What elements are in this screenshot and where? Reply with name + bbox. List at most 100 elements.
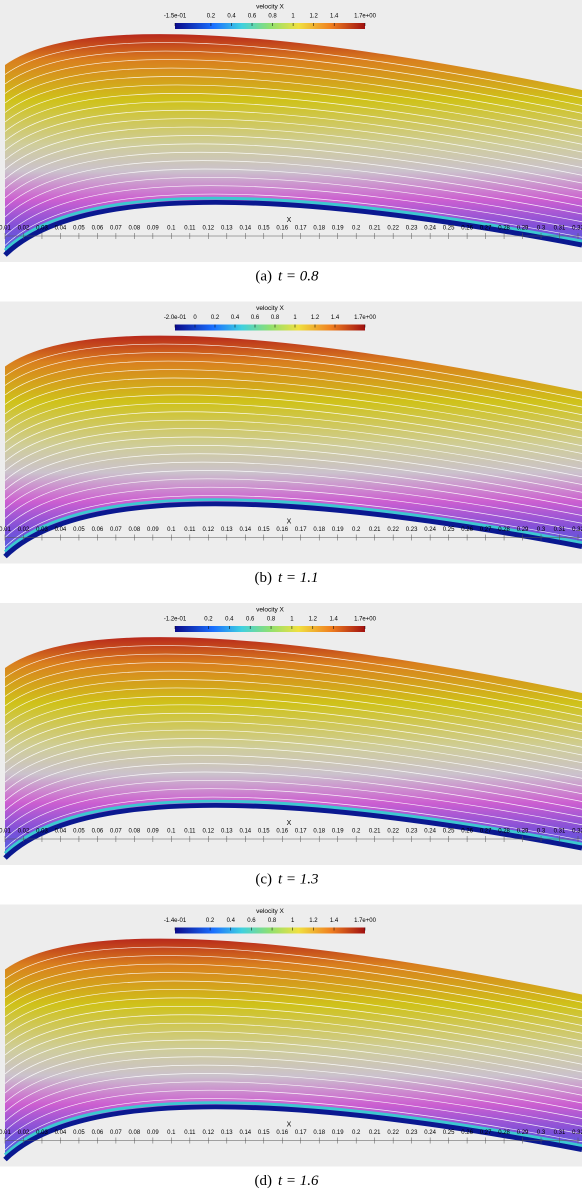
x-tick-label: 0.22	[387, 829, 399, 835]
colorbar-tick-label: -1.2e-01	[164, 617, 187, 623]
x-tick-label: 0.23	[406, 226, 418, 232]
x-tick-label: 0.31	[554, 527, 566, 533]
x-tick-label: 0.07	[110, 226, 122, 232]
streamline	[4, 109, 582, 161]
x-tick-label: 0.09	[147, 829, 159, 835]
x-tick-label: 0.11	[184, 527, 196, 533]
x-tick-label: 0.24	[424, 226, 436, 232]
caption-time: t = 1.3	[278, 871, 319, 887]
colorbar-tick-label: 1.2	[309, 918, 318, 924]
x-tick-label: 0.29	[517, 226, 529, 232]
streamline	[4, 411, 582, 462]
wall-layer	[3, 802, 582, 860]
colorbar-tick-label: 1	[293, 315, 297, 321]
x-tick-label: 0.31	[554, 1130, 566, 1136]
wall-layer	[3, 799, 582, 855]
x-tick-label: 0.17	[295, 1130, 307, 1136]
x-tick-label: 0.09	[147, 527, 159, 533]
streamline	[4, 160, 582, 208]
x-tick-label: 0.26	[461, 1130, 473, 1136]
wall-layer	[3, 1104, 582, 1162]
colorbar-tick-label: 1.4	[330, 14, 339, 20]
x-tick-label: 0.11	[184, 226, 196, 232]
streamline	[4, 93, 582, 145]
streamline	[4, 1081, 582, 1132]
x-tick-label: 0.15	[258, 1130, 270, 1136]
x-tick-label: 0.18	[313, 1130, 325, 1136]
x-tick-label: 0.03	[36, 1130, 48, 1136]
x-tick-label: 0.21	[369, 1130, 381, 1136]
x-tick-label: 0.24	[424, 829, 436, 835]
x-tick-label: 0.17	[295, 829, 307, 835]
x-tick-label: 0.18	[313, 527, 325, 533]
colorbar-tick-label: 0.4	[225, 617, 234, 623]
x-tick-label: 0.28	[498, 829, 510, 835]
wall-layer	[3, 1101, 582, 1156]
x-tick-label: 0.21	[369, 829, 381, 835]
streamline	[4, 679, 582, 733]
x-tick-label: 0.19	[332, 1130, 344, 1136]
colorbar-tick-label: 1.4	[330, 918, 339, 924]
x-tick-label: 0.32	[572, 527, 582, 533]
streamline	[4, 377, 582, 431]
x-tick-label: 0.26	[461, 226, 473, 232]
x-axis-label: X	[287, 217, 292, 224]
x-tick-label: 0.09	[147, 226, 159, 232]
x-tick-label: 0.19	[332, 226, 344, 232]
streamline	[4, 453, 582, 501]
x-tick-label: 0.02	[18, 226, 30, 232]
streamline	[4, 470, 582, 519]
x-tick-label: 0.01	[0, 1130, 11, 1136]
colorbar-tick-label: 0.8	[267, 617, 276, 623]
x-tick-label: 0.18	[313, 226, 325, 232]
colorbar-tick-label: 0.6	[251, 315, 260, 321]
streamline	[4, 696, 582, 748]
colorbar-tick-label: 0.4	[227, 918, 236, 924]
streamline	[4, 972, 582, 1026]
streamline	[4, 746, 582, 795]
x-tick-label: 0.05	[73, 829, 85, 835]
streamline	[4, 754, 582, 802]
streamline	[4, 1039, 582, 1088]
x-tick-label: 0.31	[554, 829, 566, 835]
x-tick-label: 0.32	[572, 1130, 582, 1136]
colorbar-tick-label: 0.4	[227, 14, 236, 20]
streamline	[4, 1048, 582, 1096]
caption-label: (d)	[255, 1173, 273, 1189]
x-tick-label: 0.04	[55, 226, 67, 232]
streamline	[4, 1098, 582, 1151]
streamline	[4, 76, 582, 130]
x-tick-label: 0.06	[92, 527, 104, 533]
x-tick-label: 0.09	[147, 1130, 159, 1136]
x-tick-label: 0.06	[92, 829, 104, 835]
streamline	[4, 980, 582, 1034]
caption-label: (c)	[255, 871, 272, 887]
colorbar-tick-label: 1.7e+00	[354, 617, 377, 623]
x-tick-label: 0.03	[36, 527, 48, 533]
colorbar-tick-label: -2.0e-01	[164, 315, 187, 321]
x-tick-label: 0.15	[258, 527, 270, 533]
colorbar-tick-label: 1.2	[309, 14, 318, 20]
colorbar-title: velocity X	[256, 908, 284, 915]
x-tick-label: 0.19	[332, 527, 344, 533]
x-tick-label: 0.11	[184, 1130, 196, 1136]
x-tick-label: 0.25	[443, 1130, 455, 1136]
streamline	[4, 738, 582, 787]
x-tick-label: 0.2	[352, 226, 361, 232]
x-tick-label: 0.08	[129, 527, 141, 533]
colorbar-tick-label: 0.8	[268, 14, 277, 20]
colorbar-tick-label: 0.2	[207, 14, 216, 20]
x-tick-label: 0.22	[387, 1130, 399, 1136]
streamline	[4, 1089, 582, 1141]
panel: velocity X -1.2e-01 0.2 0.4 0.6 0.8 1 1.2 1.4 1.7…	[0, 603, 582, 887]
x-tick-label: 0.05	[73, 226, 85, 232]
streamline	[4, 352, 582, 408]
streamline	[4, 486, 582, 538]
streamline	[4, 177, 582, 227]
streamline	[4, 662, 582, 717]
streamline	[4, 645, 582, 702]
x-tick-label: 0.01	[0, 527, 11, 533]
streamline	[4, 712, 582, 764]
x-tick-label: 0.22	[387, 226, 399, 232]
colorbar	[175, 927, 365, 934]
